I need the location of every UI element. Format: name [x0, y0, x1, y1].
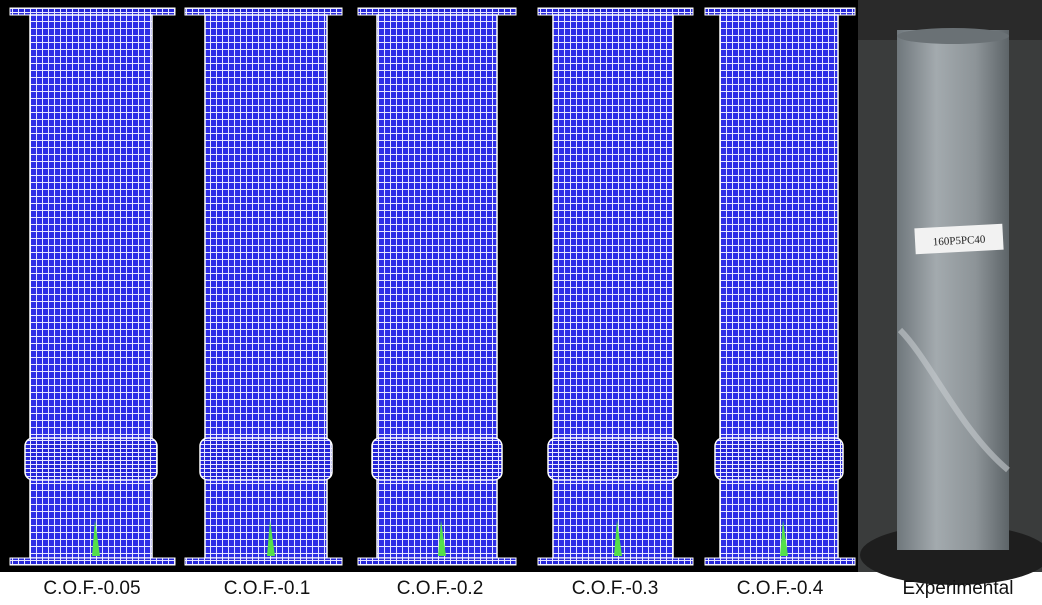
caption: C.O.F.-0.4 — [737, 578, 824, 599]
caption: Experimental — [903, 578, 1014, 599]
bottom-plate — [9, 557, 176, 566]
top-plate — [184, 7, 343, 16]
bottom-plate — [184, 557, 343, 566]
confinement-ring — [547, 437, 679, 481]
bottom-plate — [704, 557, 856, 566]
cylinder-top — [897, 28, 1009, 44]
confinement-ring — [371, 437, 503, 481]
fem-panels — [9, 7, 856, 566]
top-plate — [704, 7, 856, 16]
axis-triad — [614, 520, 622, 556]
fem-model — [9, 7, 176, 566]
caption: C.O.F.-0.3 — [572, 578, 659, 599]
bottom-plate — [357, 557, 517, 566]
axis-triad — [267, 520, 275, 556]
photo: 160P5PC40 — [858, 0, 1042, 585]
bottom-plate — [537, 557, 694, 566]
confinement-ring — [714, 437, 844, 481]
confinement-ring — [24, 437, 158, 481]
tag-text: 160P5PC40 — [933, 234, 987, 249]
confinement-ring — [199, 437, 333, 481]
fem-model — [357, 7, 517, 566]
shear-band — [897, 327, 1010, 473]
fem-model — [537, 7, 694, 566]
fem-model — [704, 7, 856, 566]
top-plate — [9, 7, 176, 16]
tag-label — [914, 223, 1004, 255]
axis-triad — [92, 520, 100, 556]
specimen-cylinder — [897, 30, 1009, 550]
axis-triad — [438, 520, 446, 556]
caption: C.O.F.-0.2 — [397, 578, 484, 599]
top-plate — [357, 7, 517, 16]
caption: C.O.F.-0.05 — [43, 578, 140, 599]
fem-model — [184, 7, 343, 566]
axis-triad — [780, 520, 788, 556]
top-plate — [537, 7, 694, 16]
caption: C.O.F.-0.1 — [224, 578, 311, 599]
captions: C.O.F.-0.05 C.O.F.-0.1 C.O.F.-0.2 C.O.F.-0.… — [43, 578, 1013, 599]
